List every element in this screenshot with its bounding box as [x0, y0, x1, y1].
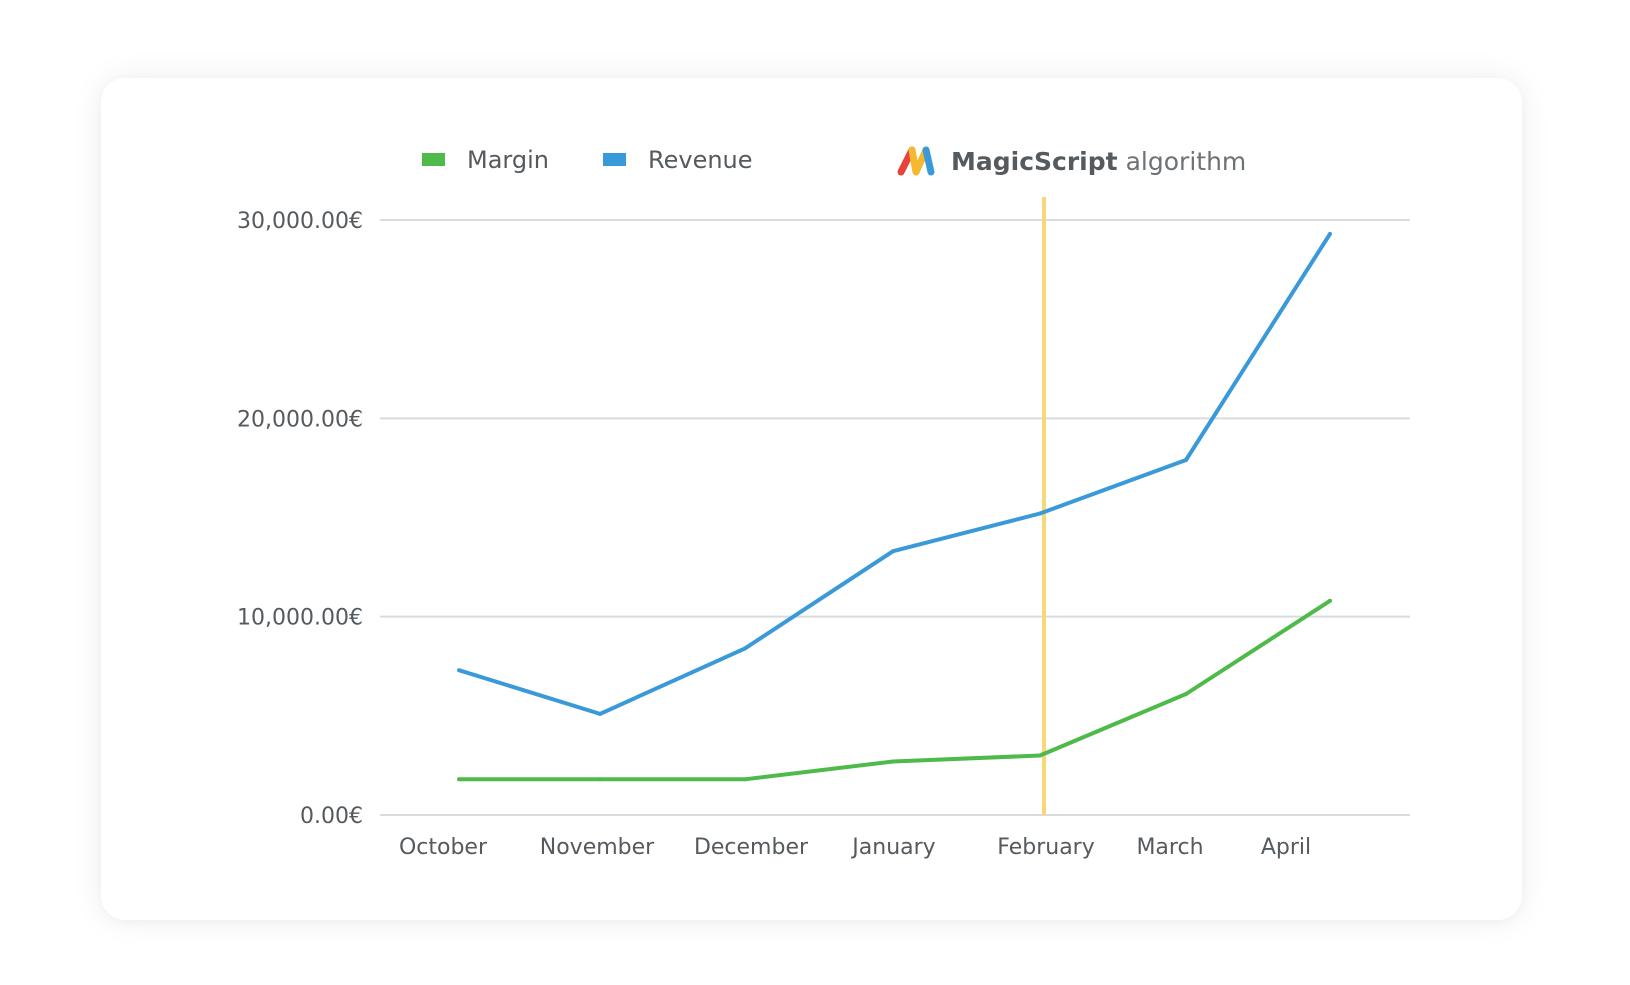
legend-swatch-margin: [422, 153, 445, 166]
brand-suffix: algorithm: [1126, 147, 1247, 176]
data-point-margin: [1184, 692, 1188, 696]
data-point-margin: [1038, 753, 1042, 758]
data-point-margin: [457, 777, 461, 782]
legend-label-margin: Margin: [467, 146, 549, 174]
logo-stroke-yellow: [908, 146, 930, 176]
series-line-revenue: [458, 232, 1332, 716]
legend-swatch-revenue: [603, 153, 626, 166]
y-axis-tick-labels: 0.00€ 10,000.00€ 20,000.00€ 30,000.00€: [237, 209, 363, 829]
y-tick-label: 20,000.00€: [237, 407, 363, 432]
x-axis-tick-labels: October November December January February Ma…: [399, 835, 1311, 860]
legend-label-revenue: Revenue: [648, 146, 753, 174]
data-point-revenue: [891, 549, 895, 554]
y-tick-label: 10,000.00€: [237, 606, 363, 631]
series-line-margin: [459, 599, 1332, 782]
chart-card: [101, 78, 1522, 920]
data-point-margin: [598, 777, 602, 782]
x-tick-label: December: [694, 835, 809, 860]
grid-lines: [380, 219, 1410, 816]
brand-text: MagicScript algorithm: [951, 147, 1246, 176]
brand-name: MagicScript: [951, 147, 1118, 176]
y-tick-label: 30,000.00€: [237, 209, 363, 234]
data-point-margin: [891, 759, 895, 764]
legend-item-margin[interactable]: Margin: [422, 146, 549, 174]
data-point-revenue: [1328, 231, 1332, 236]
x-tick-label: February: [997, 835, 1095, 860]
data-point-revenue: [1038, 511, 1042, 516]
data-point-revenue: [1184, 458, 1188, 462]
data-point-revenue: [598, 711, 602, 716]
y-tick-label: 0.00€: [300, 804, 363, 829]
brand-logo: MagicScript algorithm: [897, 146, 1246, 176]
m-logo-icon: [897, 146, 935, 176]
x-tick-label: April: [1261, 835, 1311, 860]
series-lines: [457, 231, 1332, 782]
x-tick-label: November: [540, 835, 655, 860]
data-point-revenue: [743, 646, 747, 651]
logo-stroke-blue: [922, 146, 935, 176]
data-point-margin: [1328, 598, 1332, 603]
data-point-margin: [743, 777, 747, 782]
legend-item-revenue[interactable]: Revenue: [603, 146, 753, 174]
legend: Margin Revenue: [422, 146, 753, 174]
x-tick-label: October: [399, 835, 488, 860]
x-tick-label: January: [850, 835, 935, 860]
x-tick-label: March: [1136, 835, 1203, 860]
data-point-revenue: [457, 668, 461, 673]
